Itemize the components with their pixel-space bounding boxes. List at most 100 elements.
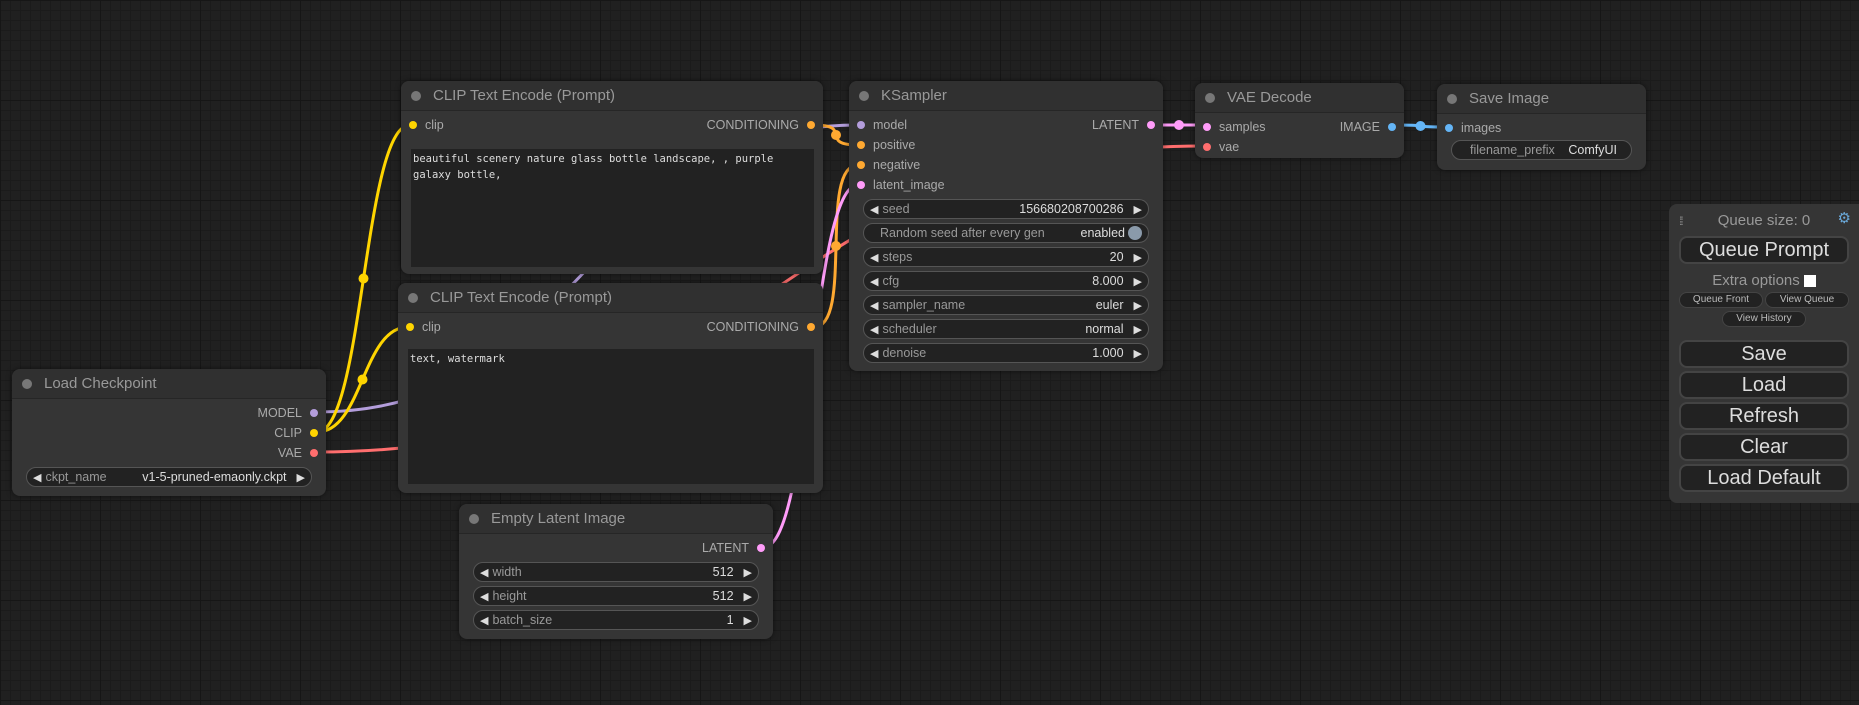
- input-latent-image[interactable]: latent_image: [857, 175, 945, 195]
- collapse-dot[interactable]: [408, 292, 418, 303]
- arrow-right-icon[interactable]: ▶: [296, 471, 305, 484]
- node-vae-decode[interactable]: VAE Decode samples IMAGE vae: [1195, 83, 1404, 158]
- slot-dot[interactable]: [406, 323, 414, 331]
- collapse-dot[interactable]: [859, 90, 869, 101]
- slot-dot[interactable]: [1147, 121, 1155, 129]
- slot-dot[interactable]: [310, 449, 318, 457]
- node-ksampler[interactable]: KSampler model LATENT positive negative …: [849, 81, 1163, 371]
- node-title[interactable]: VAE Decode: [1195, 83, 1404, 113]
- input-clip[interactable]: clip: [409, 115, 444, 135]
- slot-dot[interactable]: [857, 161, 865, 169]
- view-history-button[interactable]: View History: [1722, 311, 1806, 327]
- input-negative[interactable]: negative: [857, 155, 920, 175]
- collapse-dot[interactable]: [1205, 92, 1215, 103]
- wire-clip-negative-midpoint[interactable]: [357, 374, 368, 385]
- widget-height[interactable]: ◀ height 512 ▶: [473, 586, 759, 606]
- input-clip[interactable]: clip: [406, 317, 441, 337]
- input-model[interactable]: model: [857, 115, 907, 135]
- arrow-left-icon[interactable]: ◀: [33, 471, 42, 484]
- load-button[interactable]: Load: [1679, 371, 1849, 399]
- drag-handle-icon[interactable]: ⁞⁞: [1679, 214, 1683, 228]
- output-vae[interactable]: VAE: [278, 443, 318, 463]
- slot-dot[interactable]: [310, 429, 318, 437]
- output-clip[interactable]: CLIP: [274, 423, 318, 443]
- clear-button[interactable]: Clear: [1679, 433, 1849, 461]
- output-conditioning[interactable]: CONDITIONING: [707, 317, 815, 337]
- save-button[interactable]: Save: [1679, 340, 1849, 368]
- queue-prompt-button[interactable]: Queue Prompt: [1679, 236, 1849, 264]
- arrow-left-icon[interactable]: ◀: [480, 614, 489, 627]
- slot-dot[interactable]: [757, 544, 765, 552]
- prompt-textarea[interactable]: text, watermark: [408, 349, 814, 484]
- arrow-left-icon[interactable]: ◀: [870, 203, 879, 216]
- arrow-left-icon[interactable]: ◀: [870, 275, 879, 288]
- arrow-right-icon[interactable]: ▶: [743, 590, 752, 603]
- wire-negative-midpoint[interactable]: [831, 241, 841, 251]
- arrow-left-icon[interactable]: ◀: [870, 299, 879, 312]
- refresh-button[interactable]: Refresh: [1679, 402, 1849, 430]
- arrow-right-icon[interactable]: ▶: [1133, 203, 1142, 216]
- input-vae[interactable]: vae: [1203, 137, 1239, 157]
- slot-dot[interactable]: [1203, 143, 1211, 151]
- wire-positive-midpoint[interactable]: [831, 130, 841, 140]
- input-images[interactable]: images: [1445, 118, 1501, 138]
- collapse-dot[interactable]: [22, 378, 32, 389]
- arrow-left-icon[interactable]: ◀: [480, 566, 489, 579]
- input-positive[interactable]: positive: [857, 135, 915, 155]
- slot-dot[interactable]: [807, 121, 815, 129]
- output-latent[interactable]: LATENT: [1092, 115, 1155, 135]
- slot-dot[interactable]: [807, 323, 815, 331]
- slot-dot[interactable]: [1203, 123, 1211, 131]
- arrow-right-icon[interactable]: ▶: [743, 566, 752, 579]
- widget-scheduler[interactable]: ◀ scheduler normal ▶: [863, 319, 1149, 339]
- node-title[interactable]: KSampler: [849, 81, 1163, 111]
- slot-dot[interactable]: [409, 121, 417, 129]
- node-save-image[interactable]: Save Image images filename_prefix ComfyUI: [1437, 84, 1646, 170]
- node-clip-text-encode-positive[interactable]: CLIP Text Encode (Prompt) clip CONDITION…: [401, 81, 823, 274]
- slot-dot[interactable]: [857, 181, 865, 189]
- wire-clip-positive-midpoint[interactable]: [358, 273, 369, 284]
- output-image[interactable]: IMAGE: [1340, 117, 1396, 137]
- widget-ckpt-name[interactable]: ◀ ckpt_name v1-5-pruned-emaonly.ckpt ▶: [26, 467, 312, 487]
- node-empty-latent-image[interactable]: Empty Latent Image LATENT ◀ width 512 ▶ ◀ hei…: [459, 504, 773, 639]
- collapse-dot[interactable]: [1447, 93, 1457, 104]
- arrow-left-icon[interactable]: ◀: [870, 347, 879, 360]
- extra-options-checkbox[interactable]: [1803, 274, 1816, 287]
- arrow-left-icon[interactable]: ◀: [480, 590, 489, 603]
- slot-dot[interactable]: [857, 141, 865, 149]
- slot-dot[interactable]: [857, 121, 865, 129]
- output-conditioning[interactable]: CONDITIONING: [707, 115, 815, 135]
- node-title[interactable]: CLIP Text Encode (Prompt): [398, 283, 823, 313]
- load-default-button[interactable]: Load Default: [1679, 464, 1849, 492]
- node-title[interactable]: Save Image: [1437, 84, 1646, 114]
- slot-dot[interactable]: [310, 409, 318, 417]
- arrow-right-icon[interactable]: ▶: [1133, 323, 1142, 336]
- node-title[interactable]: CLIP Text Encode (Prompt): [401, 81, 823, 111]
- arrow-right-icon[interactable]: ▶: [1133, 347, 1142, 360]
- widget-cfg[interactable]: ◀ cfg 8.000 ▶: [863, 271, 1149, 291]
- slot-dot[interactable]: [1388, 123, 1396, 131]
- arrow-left-icon[interactable]: ◀: [870, 251, 879, 264]
- arrow-right-icon[interactable]: ▶: [1133, 299, 1142, 312]
- widget-batch-size[interactable]: ◀ batch_size 1 ▶: [473, 610, 759, 630]
- arrow-right-icon[interactable]: ▶: [743, 614, 752, 627]
- collapse-dot[interactable]: [411, 90, 421, 101]
- node-title[interactable]: Empty Latent Image: [459, 504, 773, 534]
- widget-width[interactable]: ◀ width 512 ▶: [473, 562, 759, 582]
- toggle-knob[interactable]: [1128, 226, 1142, 240]
- node-clip-text-encode-negative[interactable]: CLIP Text Encode (Prompt) clip CONDITION…: [398, 283, 823, 493]
- node-title[interactable]: Load Checkpoint: [12, 369, 326, 399]
- widget-steps[interactable]: ◀ steps 20 ▶: [863, 247, 1149, 267]
- widget-denoise[interactable]: ◀ denoise 1.000 ▶: [863, 343, 1149, 363]
- collapse-dot[interactable]: [469, 513, 479, 524]
- wire-images-midpoint[interactable]: [1415, 121, 1426, 131]
- view-queue-button[interactable]: View Queue: [1765, 292, 1849, 308]
- arrow-left-icon[interactable]: ◀: [870, 323, 879, 336]
- node-load-checkpoint[interactable]: Load Checkpoint MODEL CLIP VAE ◀ ckpt_nam…: [12, 369, 326, 496]
- output-latent[interactable]: LATENT: [702, 538, 765, 558]
- widget-random-seed-after-every-gen[interactable]: Random seed after every gen enabled: [863, 223, 1149, 243]
- input-samples[interactable]: samples: [1203, 117, 1266, 137]
- arrow-right-icon[interactable]: ▶: [1133, 251, 1142, 264]
- prompt-textarea[interactable]: beautiful scenery nature glass bottle la…: [411, 149, 814, 267]
- slot-dot[interactable]: [1445, 124, 1453, 132]
